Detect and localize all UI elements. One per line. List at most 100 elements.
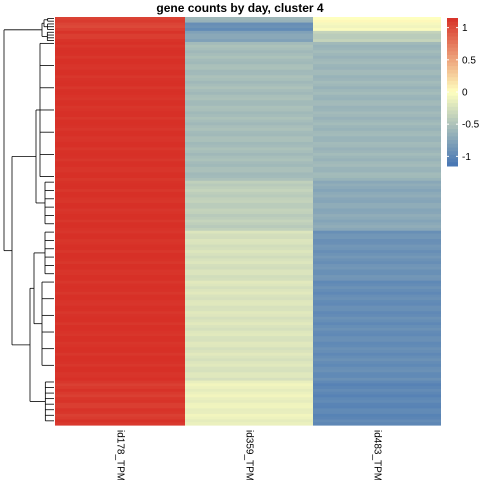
heatmap-cell (185, 227, 313, 232)
heatmap-cell (185, 105, 313, 110)
heatmap-cell (185, 22, 313, 26)
heatmap-cell (55, 272, 185, 276)
legend-swatch (447, 21, 458, 26)
heatmap-cell (55, 125, 185, 129)
heatmap-cell (55, 294, 185, 298)
heatmap-cell (313, 94, 441, 99)
heatmap-cell (185, 89, 313, 93)
heatmap-cell (313, 169, 441, 174)
heatmap-cell (313, 352, 441, 357)
heatmap-cell (313, 413, 441, 418)
heatmap-cell (313, 327, 441, 332)
heatmap-cell (185, 216, 313, 221)
heatmap-cell (55, 116, 185, 121)
heatmap-cell (313, 78, 441, 82)
heatmap-cell (313, 333, 441, 337)
heatmap-cell (313, 405, 441, 409)
heatmap-cell (55, 341, 185, 346)
heatmap-cell (55, 214, 185, 218)
heatmap-cell (185, 402, 313, 407)
legend-swatch (447, 132, 458, 137)
heatmap-cell (313, 400, 441, 404)
heatmap-cell (185, 128, 313, 132)
legend-swatch (447, 69, 458, 74)
heatmap-cell (313, 122, 441, 126)
heatmap-cell (313, 200, 441, 204)
heatmap-cell (185, 108, 313, 112)
heatmap-cell (55, 105, 185, 110)
legend-tick-label: -1 (462, 152, 471, 163)
heatmap-cell (185, 294, 313, 298)
heatmap-cell (55, 375, 185, 379)
heatmap-cell (313, 139, 441, 143)
heatmap-cell (185, 258, 313, 262)
heatmap-cell (185, 363, 313, 368)
heatmap-cell (55, 297, 185, 301)
heatmap-cell (185, 39, 313, 43)
heatmap-cell (185, 327, 313, 332)
heatmap-cell (185, 47, 313, 51)
heatmap-cell (185, 236, 313, 240)
heatmap-cell (185, 408, 313, 412)
heatmap-cell (185, 266, 313, 271)
heatmap-cell (313, 75, 441, 79)
heatmap-cell (313, 272, 441, 276)
heatmap-cell (313, 150, 441, 154)
heatmap-cell (313, 277, 441, 282)
heatmap-cell (313, 128, 441, 132)
heatmap-cell (313, 44, 441, 49)
heatmap-cell (185, 172, 313, 176)
heatmap-cell (185, 416, 313, 421)
heatmap-cell (185, 369, 313, 373)
heatmap-cell (185, 111, 313, 115)
heatmap-cell (313, 17, 441, 21)
heatmap-cell (185, 233, 313, 237)
heatmap-cell (313, 291, 441, 296)
heatmap-cell (55, 205, 185, 210)
heatmap-cell (313, 402, 441, 407)
heatmap-cell (185, 150, 313, 154)
heatmap-cell (185, 244, 313, 248)
heatmap-cell (185, 275, 313, 279)
heatmap-cell (313, 241, 441, 246)
heatmap-cell (185, 289, 313, 293)
heatmap-cell (313, 258, 441, 262)
heatmap-cell (55, 405, 185, 409)
heatmap-cell (55, 141, 185, 146)
heatmap-cell (55, 255, 185, 260)
heatmap-cell (55, 241, 185, 246)
heatmap-cell (55, 83, 185, 87)
heatmap-cell (55, 64, 185, 68)
heatmap-cell (185, 241, 313, 246)
heatmap-cell (55, 291, 185, 296)
heatmap-cell (185, 250, 313, 254)
heatmap-cell (313, 164, 441, 168)
heatmap-cell (185, 252, 313, 257)
heatmap-cell (313, 219, 441, 223)
heatmap-cell (185, 388, 313, 393)
heatmap-cell (313, 216, 441, 221)
heatmap-cell (55, 383, 185, 387)
heatmap-cell (55, 191, 185, 196)
heatmap-cell (313, 30, 441, 35)
heatmap-cell (185, 72, 313, 76)
heatmap-cell (185, 397, 313, 401)
heatmap-cell (313, 311, 441, 315)
heatmap-cell (55, 319, 185, 323)
heatmap-cell (313, 47, 441, 51)
legend-swatch (447, 125, 458, 130)
heatmap-cell (55, 327, 185, 332)
heatmap-cell (55, 44, 185, 49)
heatmap-cell (55, 322, 185, 326)
heatmap-cell (313, 72, 441, 76)
heatmap-cell (185, 158, 313, 162)
heatmap-cell (55, 413, 185, 418)
chart-title: gene counts by day, cluster 4 (156, 1, 324, 15)
legend-swatch (447, 162, 458, 167)
heatmap-cell (55, 289, 185, 293)
heatmap-cell (185, 411, 313, 415)
heatmap-cell (55, 200, 185, 204)
heatmap-cell (185, 336, 313, 340)
heatmap-cell (55, 350, 185, 354)
heatmap-cell (185, 405, 313, 409)
